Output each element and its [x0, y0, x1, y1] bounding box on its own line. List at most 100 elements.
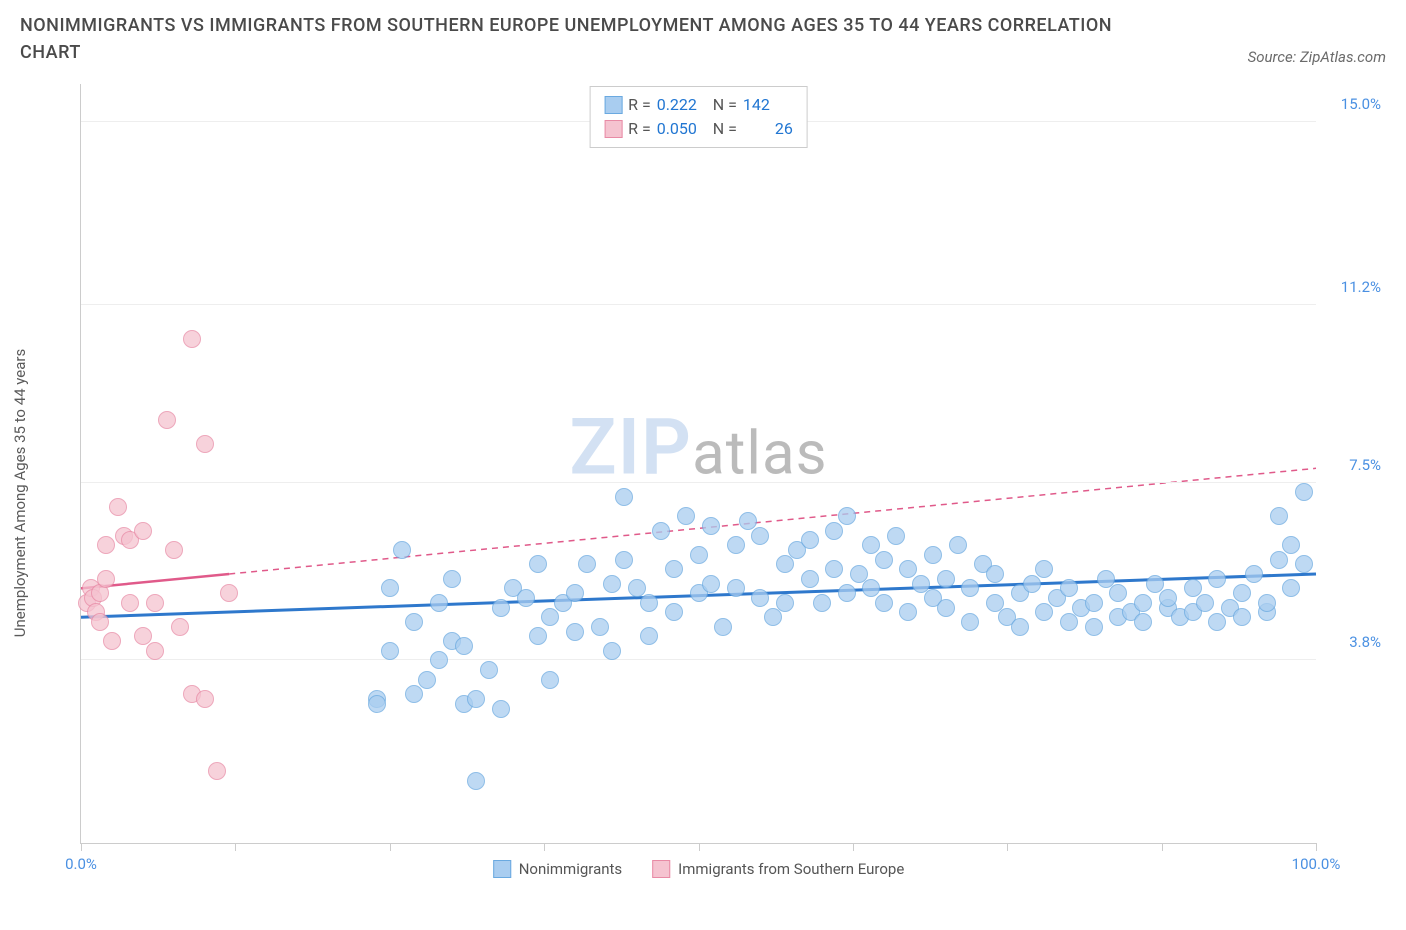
point-immigrant [109, 498, 127, 516]
point-immigrant [146, 642, 164, 660]
point-nonimmigrant [1245, 565, 1263, 583]
point-nonimmigrant [665, 603, 683, 621]
y-tick-label: 15.0% [1326, 95, 1381, 113]
stats-row-immigrants: R = 0.050 N = 26 [604, 117, 793, 141]
point-nonimmigrant [961, 613, 979, 631]
point-nonimmigrant [776, 594, 794, 612]
point-nonimmigrant [887, 527, 905, 545]
point-nonimmigrant [801, 570, 819, 588]
point-immigrant [121, 594, 139, 612]
point-nonimmigrant [1134, 594, 1152, 612]
point-immigrant [196, 690, 214, 708]
point-nonimmigrant [640, 627, 658, 645]
point-nonimmigrant [455, 637, 473, 655]
point-nonimmigrant [578, 555, 596, 573]
point-nonimmigrant [1035, 603, 1053, 621]
point-nonimmigrant [393, 541, 411, 559]
point-nonimmigrant [405, 685, 423, 703]
point-nonimmigrant [937, 570, 955, 588]
point-nonimmigrant [1196, 594, 1214, 612]
point-nonimmigrant [813, 594, 831, 612]
point-immigrant [183, 330, 201, 348]
y-axis-label: Unemployment Among Ages 35 to 44 years [11, 349, 29, 637]
point-nonimmigrant [776, 555, 794, 573]
point-nonimmigrant [937, 599, 955, 617]
point-nonimmigrant [1295, 555, 1313, 573]
point-nonimmigrant [368, 695, 386, 713]
y-tick-label: 11.2% [1326, 278, 1381, 296]
x-tick [1162, 843, 1163, 851]
point-nonimmigrant [825, 522, 843, 540]
x-tick [1316, 843, 1317, 851]
point-nonimmigrant [764, 608, 782, 626]
point-nonimmigrant [603, 575, 621, 593]
point-nonimmigrant [702, 517, 720, 535]
point-nonimmigrant [492, 700, 510, 718]
point-nonimmigrant [1258, 594, 1276, 612]
point-nonimmigrant [1270, 507, 1288, 525]
stats-box: R = 0.222 N = 142 R = 0.050 N = 26 [589, 86, 808, 148]
point-nonimmigrant [381, 642, 399, 660]
point-nonimmigrant [529, 555, 547, 573]
point-nonimmigrant [541, 671, 559, 689]
source-label: Source: ZipAtlas.com [1248, 48, 1386, 66]
point-nonimmigrant [1060, 579, 1078, 597]
point-nonimmigrant [714, 618, 732, 636]
swatch-immigrants [604, 120, 622, 138]
point-nonimmigrant [1208, 570, 1226, 588]
point-nonimmigrant [727, 579, 745, 597]
bottom-legend: Nonimmigrants Immigrants from Southern E… [493, 860, 905, 878]
point-nonimmigrant [1208, 613, 1226, 631]
point-nonimmigrant [751, 527, 769, 545]
point-nonimmigrant [690, 546, 708, 564]
point-nonimmigrant [430, 651, 448, 669]
point-nonimmigrant [652, 522, 670, 540]
point-nonimmigrant [566, 584, 584, 602]
point-nonimmigrant [1282, 579, 1300, 597]
point-nonimmigrant [566, 623, 584, 641]
point-nonimmigrant [615, 551, 633, 569]
point-nonimmigrant [838, 507, 856, 525]
point-nonimmigrant [492, 599, 510, 617]
point-nonimmigrant [405, 613, 423, 631]
point-nonimmigrant [1233, 608, 1251, 626]
point-immigrant [220, 584, 238, 602]
point-nonimmigrant [1085, 594, 1103, 612]
point-immigrant [103, 632, 121, 650]
point-immigrant [158, 411, 176, 429]
x-tick [81, 843, 82, 851]
point-nonimmigrant [603, 642, 621, 660]
point-nonimmigrant [875, 594, 893, 612]
point-nonimmigrant [801, 531, 819, 549]
point-nonimmigrant [961, 579, 979, 597]
y-tick-label: 3.8% [1326, 633, 1381, 651]
point-nonimmigrant [517, 589, 535, 607]
point-nonimmigrant [615, 488, 633, 506]
point-immigrant [165, 541, 183, 559]
y-tick-label: 7.5% [1326, 456, 1381, 474]
point-nonimmigrant [418, 671, 436, 689]
swatch-nonimmigrants [604, 96, 622, 114]
point-nonimmigrant [924, 546, 942, 564]
point-immigrant [134, 522, 152, 540]
grid-line [81, 482, 1316, 483]
point-nonimmigrant [381, 579, 399, 597]
chart-title: NONIMMIGRANTS VS IMMIGRANTS FROM SOUTHER… [20, 12, 1120, 66]
point-nonimmigrant [838, 584, 856, 602]
point-immigrant [146, 594, 164, 612]
point-nonimmigrant [443, 570, 461, 588]
point-nonimmigrant [480, 661, 498, 679]
x-tick [235, 843, 236, 851]
point-nonimmigrant [1134, 613, 1152, 631]
grid-line [81, 304, 1316, 305]
swatch-nonimmigrants-icon [493, 860, 511, 878]
point-immigrant [208, 762, 226, 780]
point-immigrant [91, 613, 109, 631]
grid-line [81, 659, 1316, 660]
point-nonimmigrant [1270, 551, 1288, 569]
point-nonimmigrant [1035, 560, 1053, 578]
point-nonimmigrant [751, 589, 769, 607]
point-nonimmigrant [875, 551, 893, 569]
point-nonimmigrant [702, 575, 720, 593]
point-nonimmigrant [1085, 618, 1103, 636]
